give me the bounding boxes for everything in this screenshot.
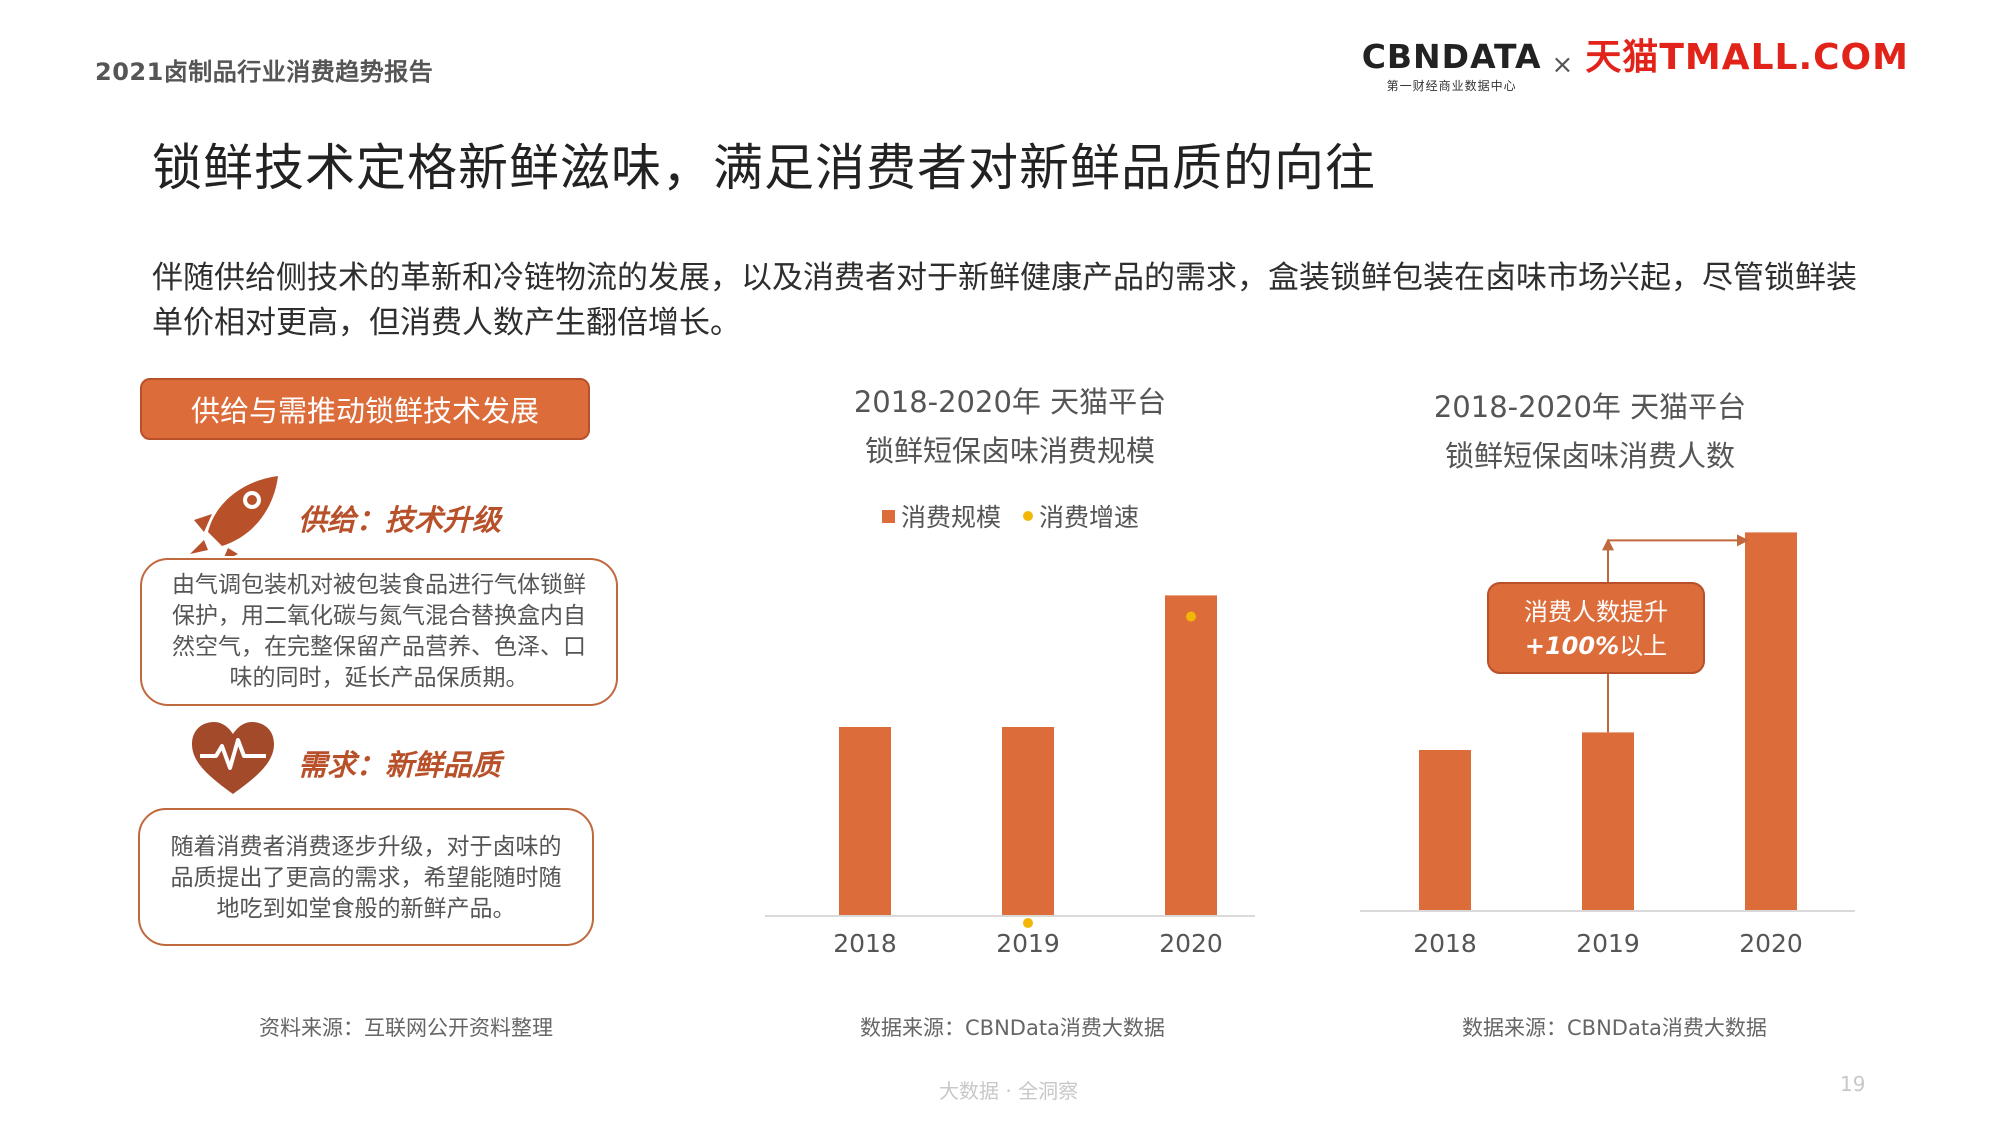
annotation-box: [1487, 582, 1705, 674]
chart2-title-line2: 锁鲜短保卤味消费人数: [1444, 439, 1735, 473]
x-tick-2020: 2020: [1739, 929, 1803, 958]
left-panel-banner: 供给与需推动锁鲜技术发展: [140, 378, 590, 440]
chart2-plot: 2018 2019 2020 消费人数提升 +100%以上: [1360, 532, 1855, 958]
bar-2020: [1165, 595, 1217, 915]
annotation-percent: +100%: [1525, 632, 1619, 660]
chart2-title-line1: 2018-2020年 天猫平台: [1433, 390, 1747, 424]
supply-text-box: 由气调包装机对被包装食品进行气体锁鲜保护，用二氧化碳与氮气混合替换盒内自然空气，…: [140, 558, 618, 706]
page-number: 19: [1840, 1072, 1866, 1096]
x-tick-2019: 2019: [1576, 929, 1640, 958]
growth-arrow-head-right: [1737, 534, 1749, 547]
intro-paragraph: 伴随供给侧技术的革新和冷链物流的发展，以及消费者对于新鲜健康产品的需求，盒装锁鲜…: [152, 260, 1857, 341]
chart2-title: 2018-2020年 天猫平台 锁鲜短保卤味消费人数: [1360, 383, 1820, 481]
x-tick-2019: 2019: [996, 929, 1060, 958]
chart1-title: 2018-2020年 天猫平台 锁鲜短保卤味消费规模: [780, 378, 1240, 476]
chart1-title-line2: 锁鲜短保卤味消费规模: [864, 434, 1155, 468]
bar-2020: [1745, 532, 1797, 910]
annotation-line1: 消费人数提升: [1524, 598, 1668, 626]
heart-pulse-icon: [192, 722, 274, 794]
growth-arrow-head-up: [1602, 538, 1614, 551]
chart1-legend: 消费规模 消费增速: [882, 498, 1139, 534]
bar-2018: [839, 727, 891, 915]
footer-slogan: 大数据 · 全洞察: [939, 1079, 1079, 1103]
chart1-source-note: 数据来源：CBNData消费大数据: [860, 1016, 1165, 1040]
cbndata-logo: CBNDATA 第一财经商业数据中心: [1362, 40, 1542, 94]
growth-point-2019: [1023, 918, 1033, 928]
legend-dot-label: 消费增速: [1039, 503, 1140, 532]
page-headline: 锁鲜技术定格新鲜滋味，满足消费者对新鲜品质的向往: [152, 139, 1376, 197]
chart1-plot: 2018 2019 2020: [765, 595, 1255, 958]
cbndata-logo-text: CBNDATA: [1361, 37, 1542, 76]
report-title: 2021卤制品行业消费趋势报告: [95, 58, 434, 86]
bar-2018: [1419, 750, 1471, 910]
cbndata-logo-subtitle: 第一财经商业数据中心: [1386, 79, 1517, 93]
annotation-suffix: 以上: [1619, 632, 1667, 660]
bar-2019: [1582, 732, 1634, 910]
x-tick-2020: 2020: [1159, 929, 1223, 958]
bar-2019: [1002, 727, 1054, 915]
annotation-line2: +100%以上: [1525, 632, 1667, 660]
rocket-icon: [190, 476, 278, 556]
chart1-title-line1: 2018-2020年 天猫平台: [853, 385, 1167, 419]
left-source-note: 资料来源：互联网公开资料整理: [259, 1016, 553, 1040]
legend-bar-swatch: [882, 509, 895, 523]
supply-title: 供给：技术升级: [298, 503, 502, 537]
logo-separator: ×: [1551, 50, 1574, 80]
legend-dot-swatch: [1023, 511, 1034, 521]
legend-bar-label: 消费规模: [901, 503, 1002, 532]
x-tick-2018: 2018: [833, 929, 897, 958]
demand-title: 需求：新鲜品质: [298, 748, 502, 782]
chart2-source-note: 数据来源：CBNData消费大数据: [1462, 1016, 1767, 1040]
tmall-logo: 天猫TMALL.COM: [1585, 37, 1909, 78]
partner-logos: CBNDATA 第一财经商业数据中心 × 天猫TMALL.COM: [1362, 40, 1909, 94]
growth-point-2020: [1186, 611, 1196, 622]
x-tick-2018: 2018: [1413, 929, 1477, 958]
demand-text-box: 随着消费者消费逐步升级，对于卤味的品质提出了更高的需求，希望能随时随地吃到如堂食…: [138, 808, 594, 946]
